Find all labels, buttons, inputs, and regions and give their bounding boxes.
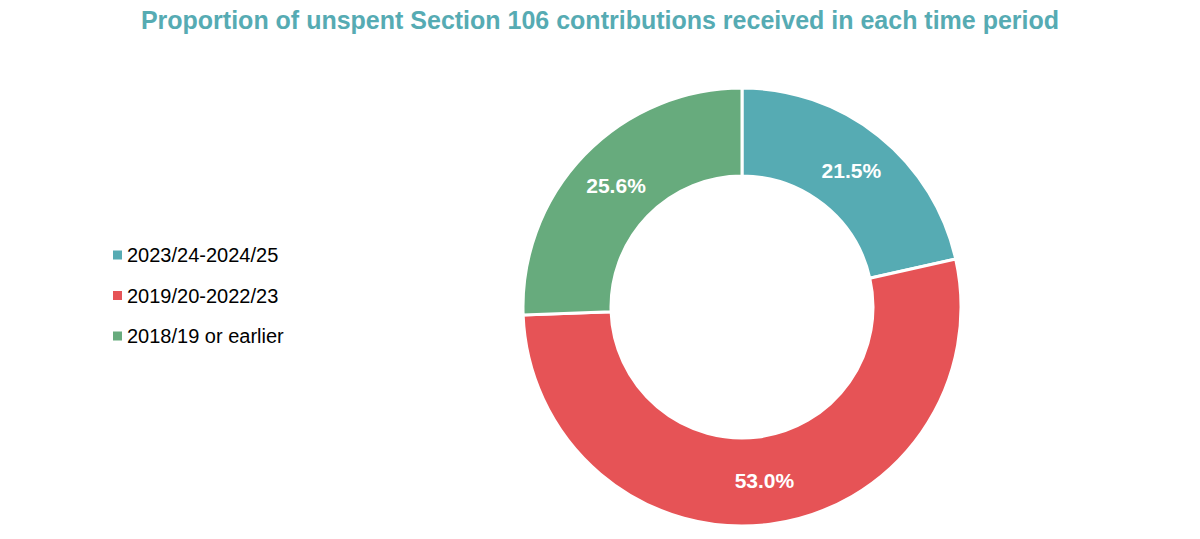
data-label: 25.6% xyxy=(586,174,646,197)
legend-label: 2018/19 or earlier xyxy=(127,325,284,347)
chart-title: Proportion of unspent Section 106 contri… xyxy=(140,4,1060,36)
slice xyxy=(523,88,742,315)
legend-swatch xyxy=(113,251,122,260)
data-label: 53.0% xyxy=(735,469,795,492)
data-label: 21.5% xyxy=(822,159,882,182)
legend: 2023/24-2024/25 2019/20-2022/23 2018/19 or… xyxy=(113,244,284,347)
legend-label: 2019/20-2022/23 xyxy=(127,285,278,307)
chart: 21.5% 53.0% 25.6% 2023/24-2024/25 2019/20-20… xyxy=(0,0,1200,539)
legend-swatch xyxy=(113,332,122,341)
slice xyxy=(742,88,956,278)
slices xyxy=(523,88,961,526)
data-labels: 21.5% 53.0% 25.6% xyxy=(586,159,881,492)
legend-swatch xyxy=(113,291,122,300)
legend-label: 2023/24-2024/25 xyxy=(127,244,278,266)
